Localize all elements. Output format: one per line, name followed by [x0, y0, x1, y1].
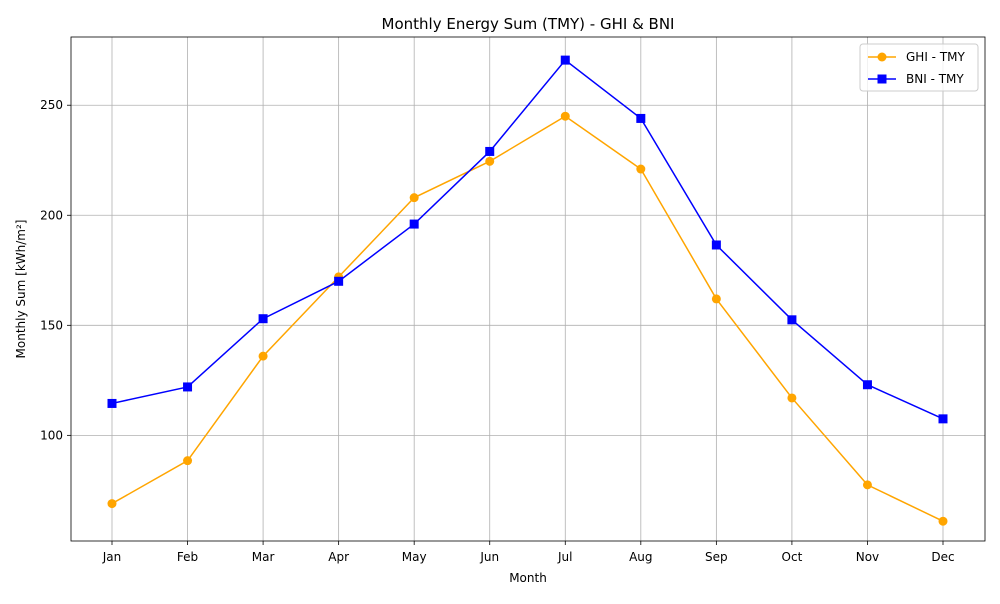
data-point — [862, 480, 872, 490]
data-point — [258, 314, 268, 324]
data-point — [409, 219, 419, 229]
series-bni-tmy — [107, 55, 948, 424]
legend-item: GHI - TMY — [868, 50, 966, 64]
x-axis-title: Month — [509, 571, 547, 585]
x-tick-label: May — [402, 550, 427, 564]
x-tick-label: Jul — [557, 550, 572, 564]
x-tick-label: Oct — [782, 550, 803, 564]
data-point — [938, 414, 948, 424]
legend-item: BNI - TMY — [868, 72, 964, 86]
data-point — [787, 393, 797, 403]
series-line — [111, 115, 944, 522]
x-tick-label: Jun — [479, 550, 499, 564]
data-point — [258, 351, 268, 361]
data-point — [183, 456, 193, 466]
legend-label: BNI - TMY — [906, 72, 964, 86]
y-tick-label: 100 — [40, 428, 63, 442]
data-point — [334, 276, 344, 286]
data-point — [560, 111, 570, 121]
x-tick-label: Jan — [102, 550, 122, 564]
data-point — [787, 315, 797, 325]
legend-label: GHI - TMY — [906, 50, 966, 64]
data-point — [485, 146, 495, 156]
y-axis-title: Monthly Sum [kWh/m²] — [14, 220, 28, 359]
series-ghi-tmy — [107, 111, 948, 526]
plot-frame — [70, 36, 986, 542]
x-tick-label: Dec — [931, 550, 954, 564]
data-point — [107, 398, 117, 408]
data-point — [409, 193, 419, 203]
data-point — [938, 516, 948, 526]
series-layer — [107, 55, 948, 526]
chart-title: Monthly Energy Sum (TMY) - GHI & BNI — [382, 15, 675, 33]
x-tick-label: Nov — [856, 550, 879, 564]
x-tick-label: Sep — [705, 550, 728, 564]
y-tick-label: 250 — [40, 98, 63, 112]
data-point — [485, 156, 495, 166]
grid-layer — [71, 37, 985, 541]
data-point — [183, 382, 193, 392]
data-point — [711, 294, 721, 304]
legend-marker — [877, 52, 887, 62]
x-tick-label: Aug — [629, 550, 652, 564]
legend-marker — [877, 74, 887, 84]
data-point — [636, 113, 646, 123]
y-tick-label: 200 — [40, 208, 63, 222]
legend: GHI - TMY BNI - TMY — [859, 43, 979, 92]
series-line — [111, 59, 944, 420]
data-point — [636, 164, 646, 174]
x-tick-label: Apr — [328, 550, 349, 564]
data-point — [711, 240, 721, 250]
ticks-layer: Jan Feb Mar Apr May Jun Jul Aug Sep Oct Nov Dec 100 1… — [40, 98, 955, 564]
data-point — [862, 380, 872, 390]
y-tick-label: 150 — [40, 318, 63, 332]
data-point — [560, 55, 570, 65]
data-point — [107, 499, 117, 509]
x-tick-label: Mar — [252, 550, 275, 564]
x-tick-label: Feb — [177, 550, 198, 564]
